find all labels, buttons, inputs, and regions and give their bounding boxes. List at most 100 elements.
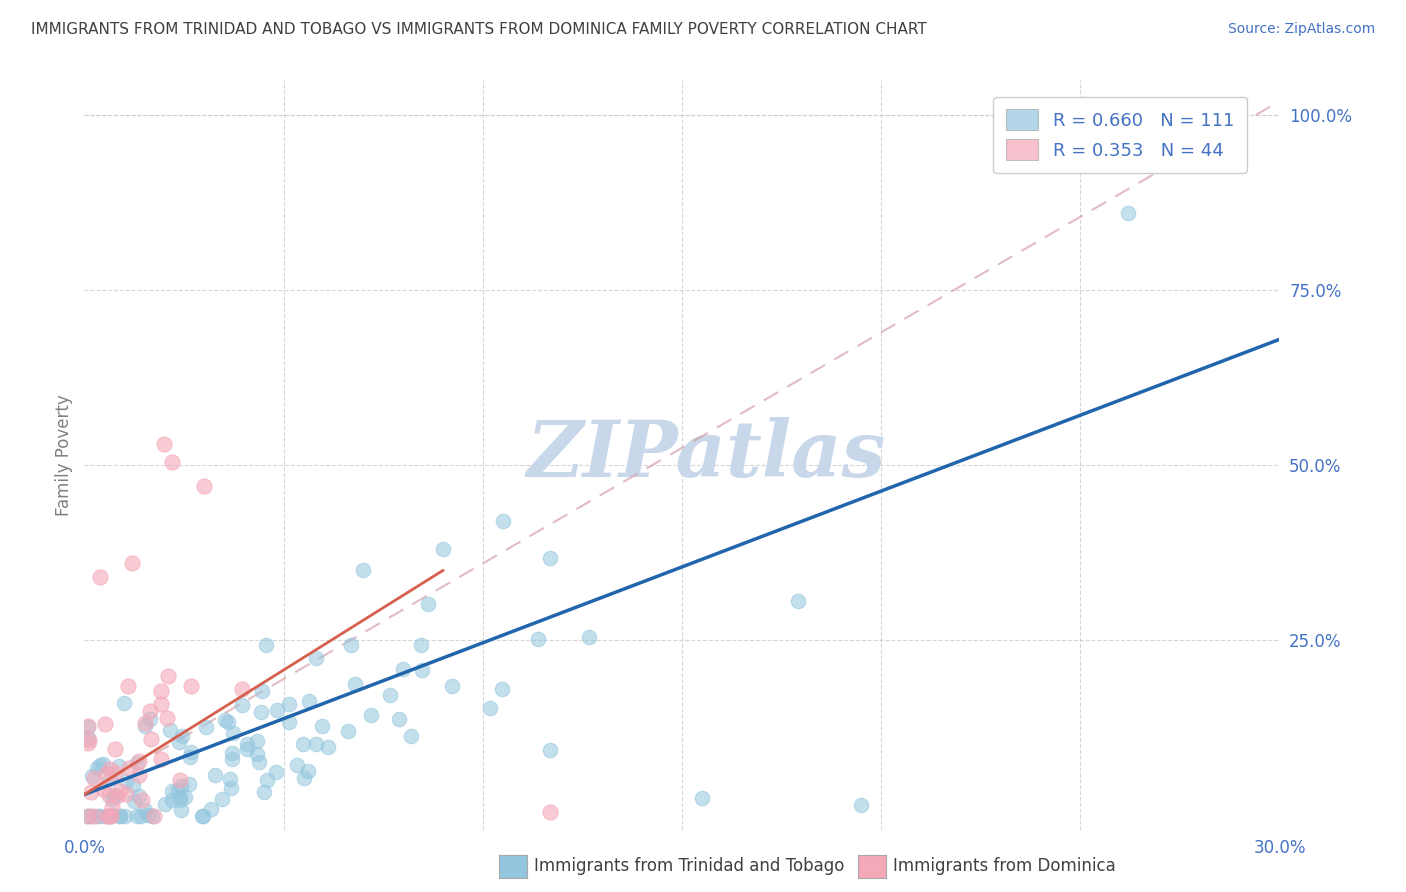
Point (89, 570, 111, 584)
Point (104, 741, 127, 756)
Point (143, 808, 166, 822)
Point (108, 759, 131, 773)
Point (122, 778, 145, 792)
Point (177, 777, 200, 791)
Point (266, 703, 288, 717)
Point (117, 761, 139, 775)
Point (214, 713, 236, 727)
Point (77, 720, 100, 734)
Point (80, 784, 103, 798)
Point (291, 737, 314, 751)
Point (105, 789, 128, 804)
Point (277, 698, 299, 712)
Point (98, 762, 121, 776)
Point (172, 730, 194, 744)
Point (204, 767, 226, 781)
Point (117, 679, 139, 693)
Point (221, 746, 243, 760)
Point (94, 808, 117, 822)
Point (77, 733, 100, 747)
Point (136, 808, 159, 822)
Point (193, 479, 215, 493)
Point (247, 756, 270, 770)
Point (96, 808, 118, 822)
Point (235, 737, 257, 751)
Point (277, 715, 299, 730)
Point (388, 712, 411, 726)
Point (98, 772, 121, 787)
Point (478, 701, 501, 715)
Point (131, 808, 153, 822)
Point (157, 669, 180, 683)
Point (219, 780, 242, 795)
Point (134, 803, 156, 817)
Y-axis label: Family Poverty: Family Poverty (55, 394, 73, 516)
Point (231, 682, 253, 697)
Point (79, 808, 101, 822)
Point (139, 712, 162, 726)
Point (167, 783, 190, 797)
Point (100, 792, 122, 806)
Point (254, 638, 277, 652)
Point (100, 800, 122, 814)
Point (440, 679, 463, 693)
Point (174, 789, 197, 804)
Point (190, 808, 212, 822)
Point (538, 743, 561, 757)
Legend: R = 0.660   N = 111, R = 0.353   N = 44: R = 0.660 N = 111, R = 0.353 N = 44 (993, 97, 1247, 173)
Point (149, 752, 172, 766)
Point (285, 758, 308, 772)
Point (77, 731, 100, 745)
Point (87, 808, 110, 822)
Point (411, 663, 433, 677)
Point (77, 808, 100, 822)
Point (77, 808, 100, 822)
Point (526, 632, 548, 646)
Point (200, 802, 222, 816)
Point (134, 719, 156, 733)
Point (194, 720, 217, 734)
Point (491, 682, 513, 697)
Point (297, 764, 319, 778)
Point (110, 784, 132, 798)
Point (305, 651, 328, 665)
Point (121, 557, 143, 571)
Point (112, 696, 135, 710)
Point (96, 808, 118, 822)
Point (77, 736, 100, 750)
Point (104, 789, 127, 803)
Point (149, 684, 172, 698)
Point (160, 455, 183, 469)
Point (231, 698, 253, 712)
Point (851, 798, 873, 813)
Point (236, 741, 259, 756)
Point (411, 638, 433, 652)
Point (128, 767, 150, 781)
Point (193, 808, 215, 822)
Point (96, 767, 118, 781)
Point (131, 793, 153, 807)
Point (222, 726, 245, 740)
Point (179, 750, 201, 764)
Point (153, 797, 176, 811)
Point (100, 808, 122, 822)
Point (311, 718, 333, 732)
Point (114, 808, 136, 822)
Point (89, 808, 111, 822)
Text: IMMIGRANTS FROM TRINIDAD AND TOBAGO VS IMMIGRANTS FROM DOMINICA FAMILY POVERTY C: IMMIGRANTS FROM TRINIDAD AND TOBAGO VS I… (31, 22, 927, 37)
Point (77, 719, 100, 733)
Point (115, 774, 138, 789)
Text: ZIPatlas: ZIPatlas (526, 417, 886, 493)
Point (492, 515, 515, 529)
Point (1116, 206, 1139, 220)
Point (149, 697, 172, 711)
Point (83, 771, 105, 785)
Point (169, 773, 191, 788)
Point (93, 782, 115, 797)
Point (122, 794, 145, 808)
Point (432, 542, 454, 557)
Point (125, 756, 148, 771)
Point (108, 808, 131, 822)
Point (690, 791, 713, 805)
Point (170, 779, 193, 793)
